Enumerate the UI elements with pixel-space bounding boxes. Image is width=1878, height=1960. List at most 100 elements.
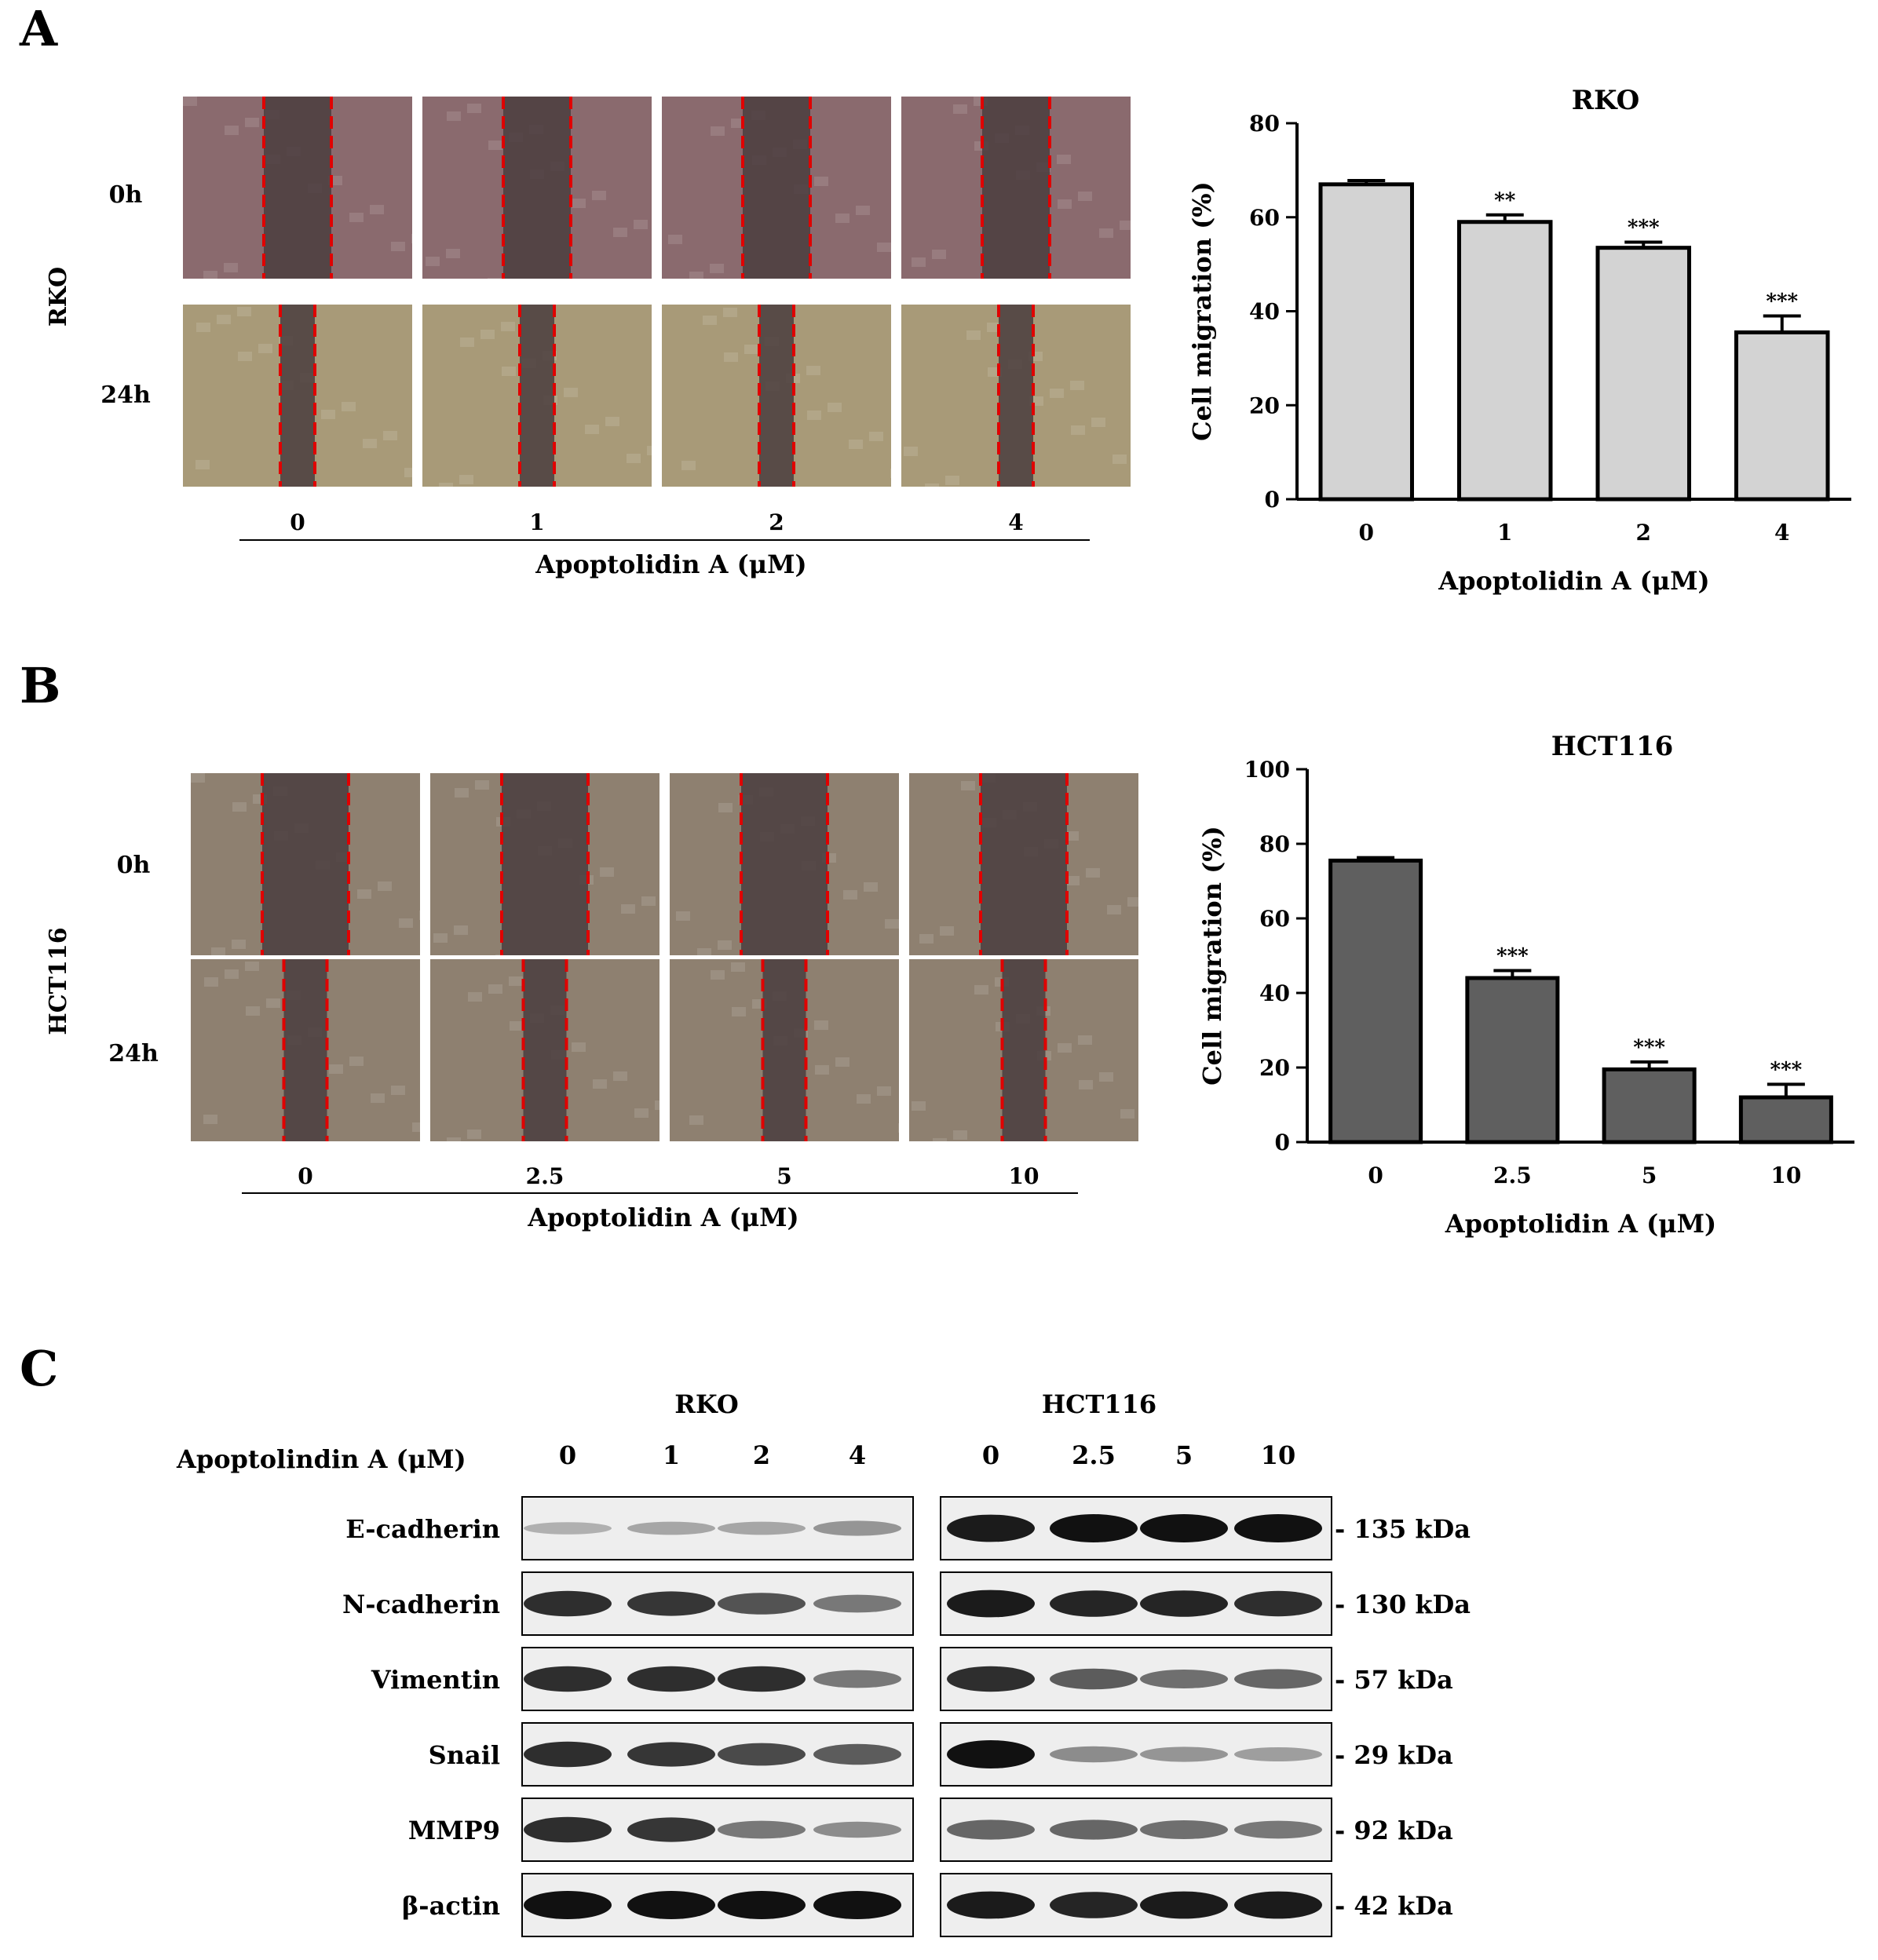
panel-b-dose-labels: 0 2.5 5 10 [298, 1163, 1039, 1189]
panel-a-dose-labels: 0 1 2 4 [290, 509, 1023, 535]
blot-protein-3: Snail [429, 1740, 500, 1770]
panel-a-dose-2: 2 [769, 509, 784, 535]
blot-protein-2: Vimentin [371, 1665, 500, 1695]
panel-b-image-grid [191, 773, 1142, 1148]
blot-hct-band-3-0 [947, 1740, 1035, 1768]
chart-rko-xlabel: Apoptolidin A (μM) [1438, 566, 1709, 596]
blot-size-3: - 29 kDa [1335, 1740, 1453, 1770]
blot-row-2: Vimentin - 57 kDa [371, 1647, 1453, 1711]
chart-rko-xtick-3: 4 [1774, 520, 1789, 546]
panel-a-image-1-3 [901, 305, 1131, 493]
panel-letter-a: A [19, 0, 58, 57]
blot-size-0: - 135 kDa [1335, 1514, 1471, 1544]
chart-rko-ytick-2: 40 [1249, 299, 1280, 325]
panel-b-dose-axis-label: Apoptolidin A (μM) [527, 1203, 798, 1232]
blot-hct-band-2-2 [1140, 1670, 1228, 1688]
blot-size-4: - 92 kDa [1335, 1816, 1453, 1845]
blot-rko-band-5-0 [524, 1891, 612, 1919]
blot-rko-band-3-3 [813, 1743, 901, 1765]
panel-a-dose-0: 0 [290, 509, 305, 535]
blot-group-hct116: HCT116 [1042, 1389, 1156, 1419]
blot-hct-band-1-2 [1140, 1590, 1228, 1617]
panel-a-image-1-2 [662, 305, 904, 487]
chart-hct116-ytick-0: 0 [1275, 1130, 1290, 1155]
panel-a-dose-3: 4 [1008, 509, 1023, 535]
blot-hct-band-0-0 [947, 1514, 1035, 1542]
blot-hct-band-0-1 [1050, 1514, 1138, 1542]
panel-a-time-24h: 24h [100, 381, 151, 409]
blot-rko-band-5-1 [627, 1891, 715, 1919]
blot-rko-dose-2: 2 [753, 1440, 770, 1470]
chart-hct116-ytick-3: 60 [1259, 906, 1290, 932]
blot-rko-band-0-3 [813, 1520, 901, 1536]
chart-rko-ylabel: Cell migration (%) [1187, 181, 1217, 441]
chart-rko-sig-1: ** [1494, 189, 1516, 213]
chart-hct116-bar-3 [1738, 1095, 1833, 1144]
blot-hct-band-3-2 [1140, 1746, 1228, 1762]
blot-hct-band-5-2 [1140, 1891, 1228, 1919]
blot-row-0: E-cadherin - 135 kDa [345, 1496, 1471, 1560]
panel-a-image-0-3 [901, 97, 1134, 279]
blot-size-2: - 57 kDa [1335, 1665, 1453, 1695]
blot-hct-band-4-3 [1234, 1820, 1322, 1839]
chart-rko-bar-2 [1595, 246, 1691, 502]
chart-hct116-xlabel: Apoptolidin A (μM) [1445, 1209, 1716, 1239]
panel-b-image-1-3 [909, 959, 1138, 1148]
blot-hct-band-2-0 [947, 1666, 1035, 1692]
chart-rko-ytick-3: 60 [1249, 205, 1280, 231]
chart-hct116-sig-3: *** [1770, 1058, 1802, 1082]
blot-row-4: MMP9 - 92 kDa [408, 1798, 1453, 1862]
blot-hct-band-1-3 [1234, 1590, 1322, 1617]
western-blot: RKO HCT116 Apoptolindin A (μM) 0 1 2 4 0 2.5 5 10 E… [176, 1389, 1471, 1937]
blot-size-1: - 130 kDa [1335, 1590, 1471, 1619]
chart-hct116-ytick-4: 80 [1259, 831, 1290, 857]
blot-rko-band-5-3 [813, 1891, 901, 1919]
chart-hct116-bar-2 [1602, 1067, 1697, 1144]
blot-row-1: N-cadherin - 130 kDa [342, 1571, 1471, 1636]
blot-rko-band-3-0 [524, 1741, 612, 1768]
blot-rko-dose-0: 0 [559, 1440, 576, 1470]
panel-b-image-1-0 [191, 959, 426, 1141]
blot-group-rko: RKO [674, 1389, 738, 1419]
chart-hct116-xtick-1: 2.5 [1493, 1162, 1532, 1188]
panel-b-time-0h: 0h [117, 852, 151, 879]
blot-rko-band-2-1 [627, 1666, 715, 1692]
chart-hct116-sig-1: *** [1496, 945, 1529, 969]
blot-hct-band-3-3 [1234, 1747, 1322, 1761]
chart-hct116-xtick-3: 10 [1770, 1162, 1801, 1188]
panel-b-time-24h: 24h [108, 1040, 159, 1068]
blot-protein-4: MMP9 [408, 1816, 500, 1845]
blot-hct-dose-2: 5 [1175, 1440, 1193, 1470]
chart-rko-xtick-0: 0 [1359, 520, 1374, 546]
panel-a-cell-line-label: RKO [45, 267, 72, 327]
chart-rko-xtick-1: 1 [1497, 520, 1512, 546]
blot-hct-band-4-1 [1050, 1819, 1138, 1840]
chart-rko-xtick-2: 2 [1636, 520, 1651, 546]
blot-dose-label: Apoptolindin A (μM) [176, 1444, 466, 1474]
panel-b-image-1-2 [670, 959, 912, 1141]
blot-rko-band-2-3 [813, 1670, 901, 1688]
blot-rko-band-1-1 [627, 1591, 715, 1616]
panel-b-dose-1: 2.5 [526, 1163, 564, 1189]
blot-rko-band-1-2 [718, 1593, 806, 1615]
chart-rko-ytick-0: 0 [1265, 487, 1280, 513]
panel-a-image-0-2 [662, 97, 891, 281]
blot-hct-band-4-0 [947, 1819, 1035, 1840]
blot-hct-band-2-1 [1050, 1668, 1138, 1690]
blot-rko-band-4-2 [718, 1820, 806, 1839]
chart-hct116: HCT116 0 20 40 60 80 100 Cell migration (%) 0 ***… [1197, 731, 1854, 1239]
chart-rko-bar-0 [1318, 182, 1414, 502]
blot-protein-1: N-cadherin [342, 1590, 500, 1619]
blot-hct-dose-3: 10 [1261, 1440, 1296, 1470]
panel-b-image-0-3 [909, 773, 1142, 955]
chart-rko: RKO 0 20 40 60 80 Cell migration (%) 0 ** 1 *** 2 **… [1187, 85, 1851, 596]
panel-a-time-0h: 0h [109, 181, 143, 209]
panel-a-image-0-1 [422, 97, 652, 287]
chart-hct116-ytick-5: 100 [1244, 757, 1290, 783]
panel-a-image-1-0 [183, 305, 418, 487]
blot-rko-band-1-3 [813, 1594, 901, 1613]
blot-rko-band-0-2 [718, 1521, 806, 1535]
chart-hct116-xtick-2: 5 [1642, 1162, 1657, 1188]
chart-rko-bar-3 [1734, 330, 1830, 502]
panel-b-image-1-1 [430, 959, 669, 1147]
